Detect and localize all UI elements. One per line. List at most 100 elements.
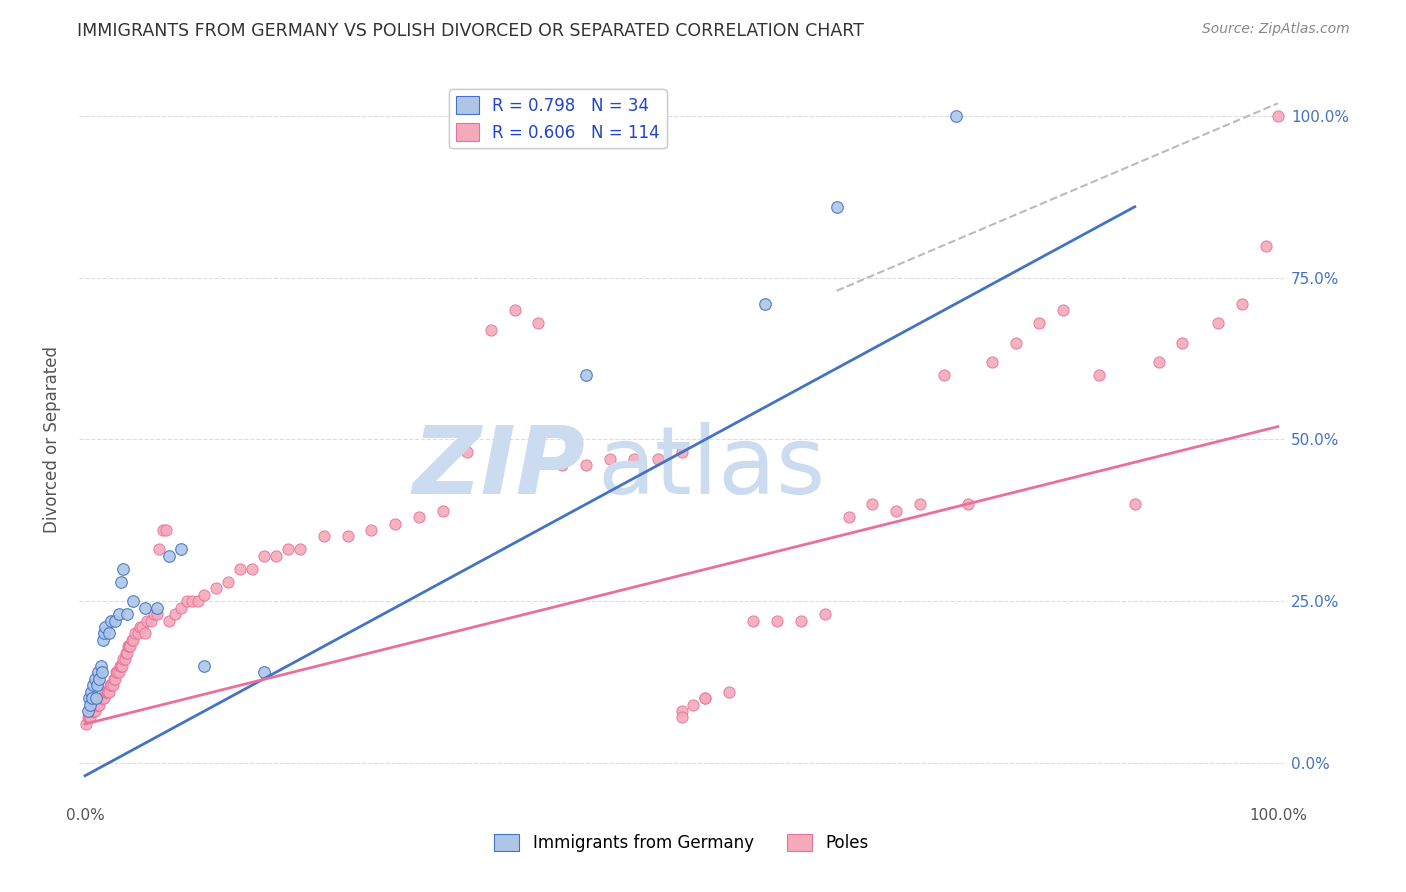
Point [240, 562, 263, 576]
Point [129, 620, 152, 634]
Point [91, 632, 114, 647]
Point [599, 451, 621, 466]
Point [86, 678, 108, 692]
Point [98, 684, 121, 698]
Point [89, 672, 111, 686]
Point [527, 316, 550, 330]
Text: IMMIGRANTS FROM GERMANY VS POLISH DIVORCED OR SEPARATED CORRELATION CHART: IMMIGRANTS FROM GERMANY VS POLISH DIVORC… [77, 22, 865, 40]
Point [117, 640, 139, 654]
Point [908, 497, 931, 511]
Point [112, 652, 135, 666]
Point [1004, 335, 1026, 350]
Point [837, 510, 859, 524]
Point [100, 678, 122, 692]
Point [575, 458, 598, 473]
Point [360, 523, 382, 537]
Point [671, 704, 693, 718]
Point [120, 640, 142, 654]
Point [98, 626, 121, 640]
Point [77, 691, 100, 706]
Point [110, 658, 132, 673]
Point [87, 665, 110, 680]
Point [205, 581, 228, 595]
Point [143, 607, 166, 621]
Point [157, 614, 180, 628]
Point [93, 691, 115, 706]
Point [86, 698, 108, 712]
Point [89, 698, 111, 712]
Point [79, 698, 101, 712]
Point [124, 626, 146, 640]
Point [87, 698, 110, 712]
Point [82, 678, 104, 692]
Point [104, 614, 127, 628]
Point [76, 704, 98, 718]
Point [647, 451, 669, 466]
Point [136, 614, 159, 628]
Point [766, 614, 789, 628]
Point [176, 594, 198, 608]
Point [1088, 368, 1111, 382]
Point [94, 684, 117, 698]
Point [90, 691, 112, 706]
Point [100, 614, 122, 628]
Point [884, 503, 907, 517]
Point [718, 684, 741, 698]
Point [115, 646, 138, 660]
Point [145, 607, 167, 621]
Point [456, 445, 478, 459]
Point [80, 704, 103, 718]
Point [155, 523, 177, 537]
Point [479, 322, 502, 336]
Point [121, 632, 143, 647]
Point [75, 717, 97, 731]
Point [860, 497, 883, 511]
Point [1052, 303, 1074, 318]
Point [94, 620, 117, 634]
Point [79, 710, 101, 724]
Point [90, 665, 112, 680]
Point [134, 626, 156, 640]
Point [956, 497, 979, 511]
Point [163, 607, 186, 621]
Text: Source: ZipAtlas.com: Source: ZipAtlas.com [1202, 22, 1350, 37]
Point [82, 691, 104, 706]
Point [114, 646, 136, 660]
Point [82, 704, 104, 718]
Point [193, 658, 215, 673]
Point [110, 574, 132, 589]
Point [82, 704, 104, 718]
Point [754, 296, 776, 310]
Point [193, 588, 215, 602]
Point [575, 368, 598, 382]
Point [91, 691, 114, 706]
Point [121, 594, 143, 608]
Point [814, 607, 837, 621]
Point [551, 458, 574, 473]
Point [97, 684, 120, 698]
Point [217, 574, 239, 589]
Point [432, 503, 454, 517]
Point [139, 614, 162, 628]
Point [112, 562, 135, 576]
Point [145, 600, 167, 615]
Point [682, 698, 704, 712]
Point [695, 691, 717, 706]
Point [169, 542, 191, 557]
Point [1171, 335, 1194, 350]
Point [83, 672, 105, 686]
Point [84, 691, 107, 706]
Point [1254, 238, 1277, 252]
Point [93, 626, 115, 640]
Point [114, 652, 136, 666]
Point [1206, 316, 1229, 330]
Point [1230, 296, 1253, 310]
Point [181, 594, 204, 608]
Point [121, 632, 143, 647]
Point [127, 626, 149, 640]
Point [623, 451, 645, 466]
Point [253, 665, 276, 680]
Point [80, 684, 103, 698]
Point [825, 200, 848, 214]
Point [96, 684, 118, 698]
